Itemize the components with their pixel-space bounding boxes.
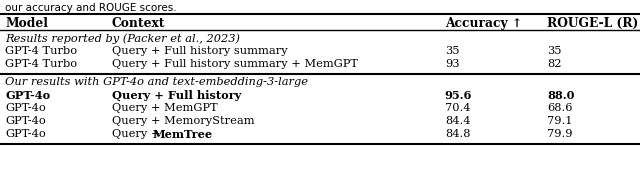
Text: GPT-4o: GPT-4o xyxy=(5,129,46,139)
Text: Context: Context xyxy=(112,17,166,30)
Text: 35: 35 xyxy=(445,46,460,56)
Text: Query + Full history summary + MemGPT: Query + Full history summary + MemGPT xyxy=(112,59,358,69)
Text: 79.1: 79.1 xyxy=(547,116,573,126)
Text: our accuracy and ROUGE scores.: our accuracy and ROUGE scores. xyxy=(5,3,177,13)
Text: 70.4: 70.4 xyxy=(445,103,470,113)
Text: Our results with GPT-4o and text-embedding-3-large: Our results with GPT-4o and text-embeddi… xyxy=(5,77,308,87)
Text: MemTree: MemTree xyxy=(153,129,213,140)
Text: GPT-4o: GPT-4o xyxy=(5,103,46,113)
Text: 82: 82 xyxy=(547,59,562,69)
Text: GPT-4 Turbo: GPT-4 Turbo xyxy=(5,59,77,69)
Text: GPT-4o: GPT-4o xyxy=(5,90,51,101)
Text: Query +: Query + xyxy=(112,129,164,139)
Text: 95.6: 95.6 xyxy=(445,90,472,101)
Text: GPT-4o: GPT-4o xyxy=(5,116,46,126)
Text: Query + Full history summary: Query + Full history summary xyxy=(112,46,287,56)
Text: GPT-4 Turbo: GPT-4 Turbo xyxy=(5,46,77,56)
Text: Query + MemoryStream: Query + MemoryStream xyxy=(112,116,255,126)
Text: Model: Model xyxy=(5,17,48,30)
Text: ROUGE-L (R) ↑: ROUGE-L (R) ↑ xyxy=(547,17,640,30)
Text: 35: 35 xyxy=(547,46,562,56)
Text: 79.9: 79.9 xyxy=(547,129,573,139)
Text: 68.6: 68.6 xyxy=(547,103,573,113)
Text: Accuracy ↑: Accuracy ↑ xyxy=(445,17,522,30)
Text: Results reported by (Packer et al., 2023): Results reported by (Packer et al., 2023… xyxy=(5,33,240,43)
Text: 93: 93 xyxy=(445,59,460,69)
Text: 88.0: 88.0 xyxy=(547,90,575,101)
Text: 84.4: 84.4 xyxy=(445,116,470,126)
Text: 84.8: 84.8 xyxy=(445,129,470,139)
Text: Query + MemGPT: Query + MemGPT xyxy=(112,103,218,113)
Text: Query + Full history: Query + Full history xyxy=(112,90,241,101)
